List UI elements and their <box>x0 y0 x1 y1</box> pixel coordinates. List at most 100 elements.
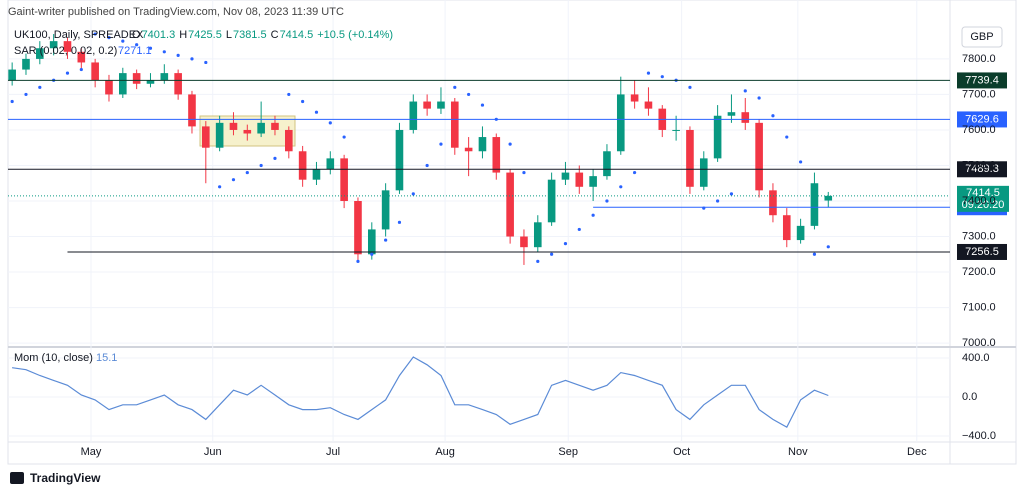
candle-body <box>284 129 293 152</box>
candle-body <box>423 101 431 109</box>
candle-body <box>409 101 418 130</box>
candle-body <box>77 51 86 63</box>
sar-dot <box>10 99 14 104</box>
ohlc-letter: H <box>179 29 187 41</box>
candle-body <box>547 179 556 223</box>
ohlc-letter: C <box>271 29 279 41</box>
candle-body <box>686 129 694 187</box>
sar-dot <box>536 259 540 263</box>
sar-dot <box>771 114 775 118</box>
candle-body <box>215 122 224 148</box>
current-price-label: 7414.5 <box>966 187 1000 199</box>
sar-dot <box>577 227 581 232</box>
level-label: 7489.3 <box>965 163 999 175</box>
candle-body <box>243 129 252 134</box>
logo-text: TradingView <box>30 471 101 485</box>
level-label-bg <box>957 111 1007 128</box>
candle-body <box>354 200 362 255</box>
y-tick-label: 7000.0 <box>962 337 996 349</box>
candle-body <box>727 112 736 116</box>
candle-body <box>492 137 501 173</box>
candle-body <box>810 183 819 226</box>
sar-dot <box>135 43 139 47</box>
sar-dot <box>107 35 111 40</box>
candle-body <box>741 112 750 123</box>
sar-dot <box>646 71 651 75</box>
candle-body <box>63 41 72 52</box>
sar-dot <box>826 245 830 249</box>
frame <box>7 0 1017 465</box>
sar-dot <box>384 238 388 242</box>
sar-dot <box>314 110 319 114</box>
x-tick-label: Jun <box>204 446 222 458</box>
y-tick-label: 7400.0 <box>962 195 996 207</box>
mom-tick-label: 0.0 <box>962 391 977 403</box>
x-tick-label: Oct <box>673 446 690 458</box>
countdown: 09:20:20 <box>962 199 1005 211</box>
sar-dot <box>121 39 125 43</box>
sar-dot <box>93 32 97 36</box>
sar-dot <box>273 156 277 160</box>
candle-body <box>755 122 763 191</box>
candle-body <box>506 172 514 237</box>
logo: TradingView <box>10 471 101 485</box>
sar-dot <box>190 57 194 61</box>
candle-body <box>146 80 155 84</box>
level-label-bg <box>957 243 1007 260</box>
momentum-line <box>12 356 829 429</box>
sar-value: 7271.1 <box>118 45 152 57</box>
symbol: UK100, Daily, SPREADEX <box>14 29 144 41</box>
sar-dot <box>812 252 817 256</box>
sar-dot <box>245 170 249 175</box>
candle-body <box>22 58 30 70</box>
ohlc-value: 7414.5 <box>280 29 314 41</box>
level-label-bg <box>957 161 1007 178</box>
candle-body <box>533 222 542 248</box>
mom-tick-label: 400.0 <box>962 352 990 364</box>
candle-body <box>672 129 680 131</box>
y-tick-label: 7100.0 <box>962 301 996 313</box>
ohlc-letter: L <box>226 29 232 41</box>
candle-body <box>575 172 584 187</box>
sar-dot <box>397 220 402 224</box>
candle-body <box>782 215 791 241</box>
candle-body <box>713 115 722 159</box>
candle-body <box>520 236 528 248</box>
sar-dot <box>425 163 429 168</box>
overlay: 7739.47629.67489.37382.57256.57414.509:2… <box>8 72 1009 260</box>
level-label: 7739.4 <box>965 74 999 86</box>
candle-body <box>395 129 404 191</box>
sar-dot <box>453 85 457 89</box>
ohlc-letter: O <box>132 29 141 41</box>
candle-body <box>298 151 307 180</box>
sar-dot <box>591 213 595 217</box>
candle-body <box>340 158 348 201</box>
candle-body <box>644 101 653 109</box>
sar-dot <box>356 259 360 263</box>
publisher: Gaint-writer published on TradingView.co… <box>8 6 344 18</box>
x-tick-label: May <box>81 446 102 458</box>
candle-body <box>561 172 570 180</box>
sar-dot <box>342 135 346 139</box>
candle-body <box>796 225 805 241</box>
y-tick-label: 7200.0 <box>962 266 996 278</box>
sar-dot <box>65 71 70 75</box>
sar-dot <box>480 103 485 107</box>
sar-dot <box>743 89 747 93</box>
sar-dot <box>467 92 471 97</box>
sar-dot <box>231 178 236 182</box>
change: +10.5 (+0.14%) <box>317 29 393 41</box>
sar-dot <box>799 160 803 164</box>
sar-dot <box>439 142 443 146</box>
mom-name: Mom (10, close) <box>14 352 93 364</box>
candle-body <box>367 229 376 255</box>
sar-dot <box>218 185 222 189</box>
candle-body <box>312 169 321 180</box>
candle-body <box>824 195 833 201</box>
y-tick-label: 7600.0 <box>962 124 996 136</box>
x-tick-label: Aug <box>435 446 455 458</box>
candle-body <box>188 94 196 127</box>
candle-body <box>603 151 611 177</box>
sar-dot <box>24 92 28 97</box>
